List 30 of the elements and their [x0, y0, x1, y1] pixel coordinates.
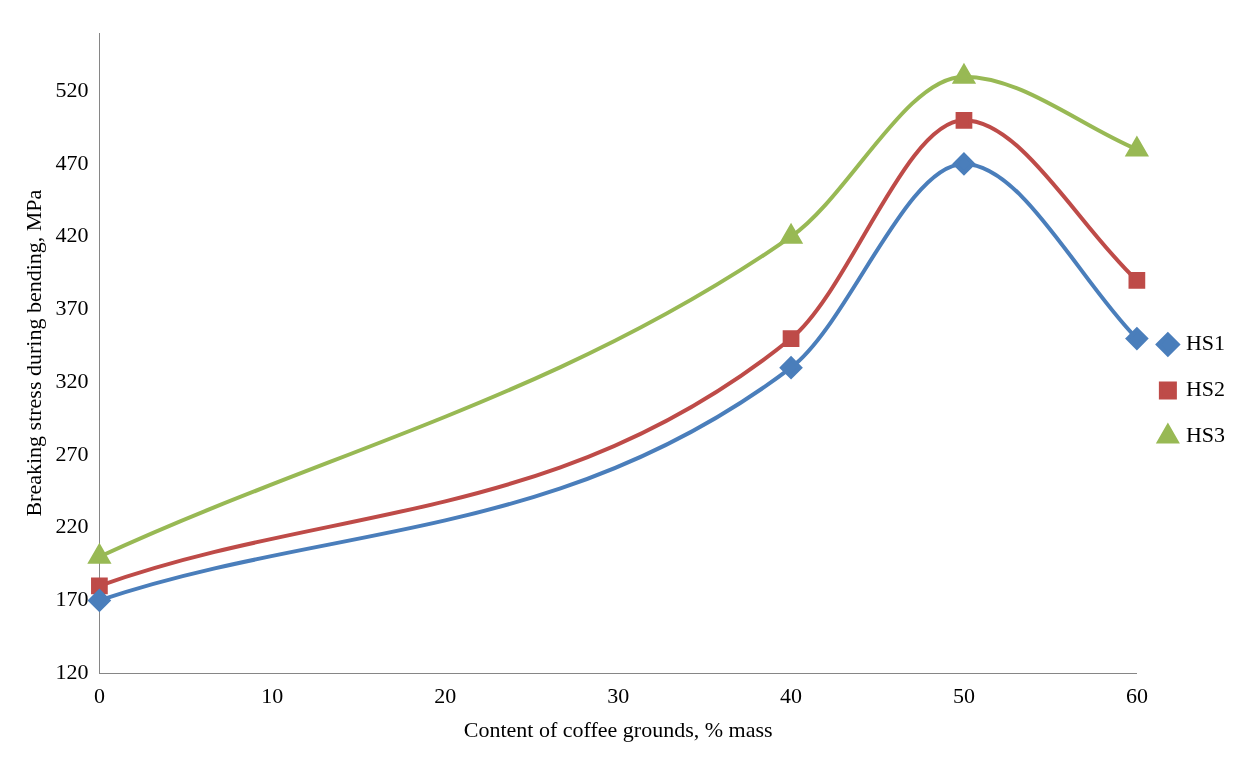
legend-label: HS2	[1185, 376, 1225, 402]
point	[1126, 137, 1148, 157]
x-tick-label: 50	[952, 683, 975, 709]
y-tick-label: 220	[55, 513, 89, 539]
point	[782, 330, 800, 347]
y-tick-label: 370	[55, 295, 89, 321]
x-tick-label: 40	[780, 683, 803, 709]
point	[91, 577, 108, 595]
y-tick-label: 470	[55, 149, 89, 175]
x-tick-label: 30	[607, 683, 630, 709]
y-tick-label: 170	[55, 586, 89, 612]
y-tick-label: 120	[55, 658, 89, 684]
point	[952, 152, 975, 175]
legend-label: HS1	[1185, 330, 1225, 356]
y-tick-label: 270	[55, 440, 89, 466]
point	[1125, 327, 1148, 350]
y-tick-label: 420	[55, 222, 89, 248]
x-tick-label: 0	[93, 683, 105, 709]
point	[955, 111, 973, 129]
legend-label: HS3	[1185, 422, 1225, 448]
x-tick-label: 60	[1125, 683, 1148, 709]
x-tick-label: 10	[261, 683, 284, 709]
y-axis-title: Breaking stress during bending, MPa	[20, 189, 46, 517]
y-tick-label: 320	[55, 367, 89, 393]
y-tick-label: 520	[55, 76, 89, 102]
x-tick-label: 20	[434, 683, 457, 709]
point	[780, 356, 803, 379]
point	[88, 589, 111, 612]
x-axis-title: Content of coffee grounds, % mass	[463, 716, 773, 742]
point	[1128, 271, 1146, 289]
